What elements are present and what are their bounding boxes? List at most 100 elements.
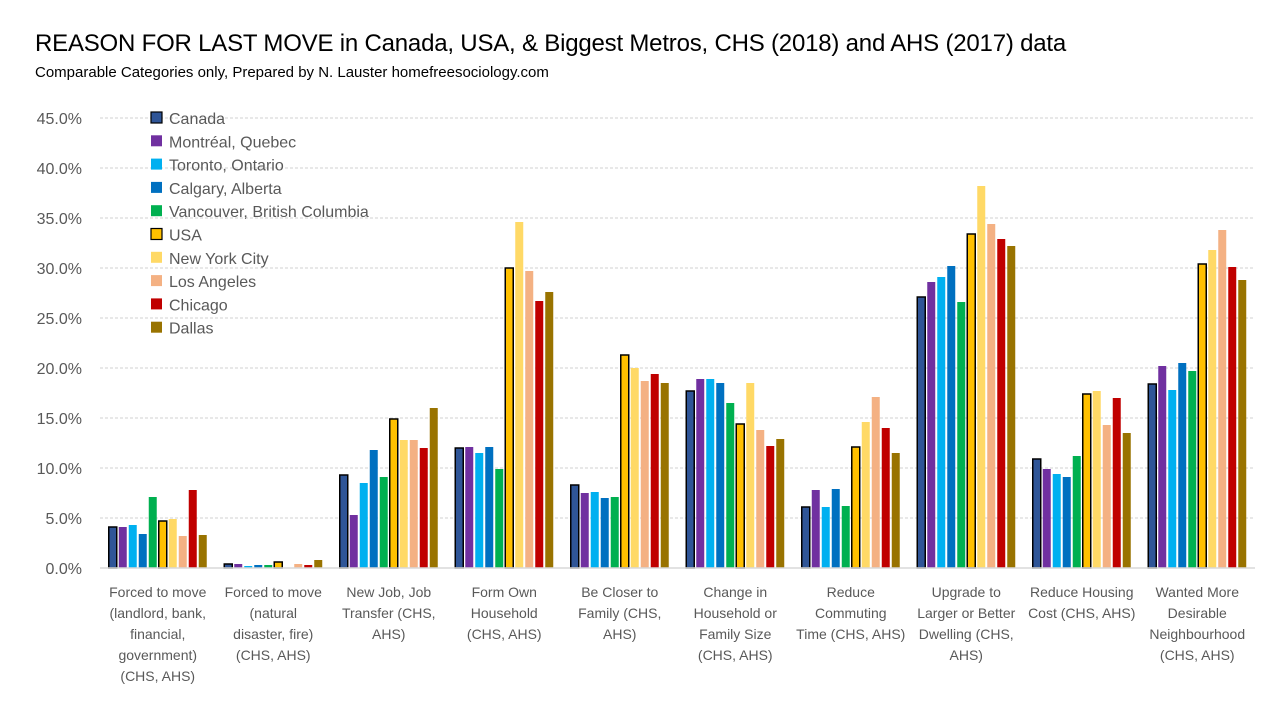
bar-chicago xyxy=(304,565,313,568)
y-tick-label: 20.0% xyxy=(37,361,82,378)
legend-swatch xyxy=(151,321,162,333)
bar-dallas xyxy=(891,453,900,568)
bar-los-angeles xyxy=(1102,425,1111,568)
bar-chicago xyxy=(419,448,428,568)
bar-new-york-city xyxy=(515,222,524,568)
bar-calgary-alberta xyxy=(947,266,956,568)
bar-montr-al-quebec xyxy=(1158,366,1167,568)
bar-vancouver-british-columbia xyxy=(726,403,735,568)
bar-dallas xyxy=(660,383,669,568)
bar-toronto-ontario xyxy=(128,525,137,568)
bar-los-angeles xyxy=(409,440,418,568)
bar-los-angeles xyxy=(871,397,880,568)
bar-vancouver-british-columbia xyxy=(379,477,388,568)
y-tick-label: 35.0% xyxy=(37,211,82,228)
x-tick-label: Forced to move (natural disaster, fire) (CH… xyxy=(225,584,322,663)
bar-usa xyxy=(1197,263,1207,569)
bar-los-angeles xyxy=(1218,230,1227,568)
bar-vancouver-british-columbia xyxy=(1072,456,1081,568)
y-tick-label: 5.0% xyxy=(46,511,82,528)
y-tick-label: 15.0% xyxy=(37,411,82,428)
bar-dallas xyxy=(1007,246,1016,568)
bars xyxy=(108,186,1247,569)
bar-los-angeles xyxy=(178,536,187,568)
bar-chicago xyxy=(188,490,197,568)
bar-dallas xyxy=(198,535,207,568)
bar-vancouver-british-columbia xyxy=(841,506,850,568)
bar-new-york-city xyxy=(746,383,755,568)
legend-label: Dallas xyxy=(169,321,213,338)
bar-calgary-alberta xyxy=(716,383,725,568)
bar-toronto-ontario xyxy=(821,507,830,568)
bar-canada xyxy=(570,484,580,569)
x-tick-label: New Job, Job Transfer (CHS, AHS) xyxy=(342,584,436,642)
bar-montr-al-quebec xyxy=(465,447,474,568)
bar-montr-al-quebec xyxy=(696,379,705,568)
legend-label: Vancouver, British Columbia xyxy=(169,204,369,221)
bar-canada xyxy=(1032,458,1042,569)
bar-new-york-city xyxy=(630,368,639,568)
bar-canada xyxy=(339,474,349,569)
bar-calgary-alberta xyxy=(369,450,378,568)
bar-vancouver-british-columbia xyxy=(957,302,966,568)
y-tick-label: 10.0% xyxy=(37,461,82,478)
bar-usa xyxy=(504,267,514,569)
legend-swatch xyxy=(151,275,162,287)
bar-los-angeles xyxy=(640,381,649,568)
legend-swatch xyxy=(150,111,163,124)
y-tick-label: 30.0% xyxy=(37,261,82,278)
bar-toronto-ontario xyxy=(359,483,368,568)
bar-dallas xyxy=(429,408,438,568)
bar-new-york-city xyxy=(1208,250,1217,568)
bar-usa xyxy=(735,423,745,569)
bar-calgary-alberta xyxy=(254,565,263,568)
bar-usa xyxy=(966,233,976,569)
bar-usa xyxy=(1082,393,1092,569)
bar-vancouver-british-columbia xyxy=(610,497,619,568)
legend-label: New York City xyxy=(169,251,269,268)
bar-montr-al-quebec xyxy=(1042,469,1051,568)
bar-toronto-ontario xyxy=(590,492,599,568)
x-tick-label: Reduce Commuting Time (CHS, AHS) xyxy=(796,584,905,642)
legend-swatch xyxy=(150,227,163,241)
bar-calgary-alberta xyxy=(600,498,609,568)
bar-new-york-city xyxy=(1092,391,1101,568)
bar-chicago xyxy=(1228,267,1237,568)
bar-toronto-ontario xyxy=(475,453,484,568)
bar-canada xyxy=(108,526,118,569)
x-tick-label: Forced to move (landlord, bank, financial,… xyxy=(109,584,206,684)
bar-toronto-ontario xyxy=(937,277,946,568)
bar-los-angeles xyxy=(525,271,534,568)
x-tick-label: Change in Household or Family Size (CHS, AH… xyxy=(694,584,778,663)
y-tick-label: 0.0% xyxy=(46,561,82,578)
bar-canada xyxy=(1147,383,1157,569)
y-axis: 0.0% 5.0% 10.0% 15.0% 20.0% 25.0% 30.0% 35.0% 40… xyxy=(37,111,82,578)
x-axis: Forced to move (landlord, bank, financial,… xyxy=(109,584,1245,684)
x-tick-label: Wanted More Desirable Neighbourhood (CHS, A… xyxy=(1149,584,1245,663)
bar-los-angeles xyxy=(756,430,765,568)
legend-label: Chicago xyxy=(169,297,228,314)
bar-montr-al-quebec xyxy=(580,493,589,568)
bar-los-angeles xyxy=(987,224,996,568)
gridlines xyxy=(100,117,1255,519)
bar-new-york-city xyxy=(977,186,986,568)
bar-chicago xyxy=(1112,398,1121,568)
bar-toronto-ontario xyxy=(1052,474,1061,568)
x-tick-label: Upgrade to Larger or Better Dwelling (CHS,… xyxy=(917,584,1015,663)
bar-canada xyxy=(454,447,464,569)
bar-los-angeles xyxy=(294,564,303,568)
bar-montr-al-quebec xyxy=(811,490,820,568)
bar-canada xyxy=(916,296,926,569)
bar-chicago xyxy=(997,239,1006,568)
legend-swatch xyxy=(151,205,162,217)
bar-calgary-alberta xyxy=(831,489,840,568)
y-tick-label: 45.0% xyxy=(37,111,82,128)
bar-dallas xyxy=(1238,280,1247,568)
x-tick-label: Form Own Household (CHS, AHS) xyxy=(467,584,542,642)
legend-swatch xyxy=(151,158,162,170)
legend-label: USA xyxy=(169,228,202,245)
bar-montr-al-quebec xyxy=(927,282,936,568)
bar-montr-al-quebec xyxy=(234,564,243,568)
bar-toronto-ontario xyxy=(244,566,253,568)
bar-dallas xyxy=(314,560,323,568)
